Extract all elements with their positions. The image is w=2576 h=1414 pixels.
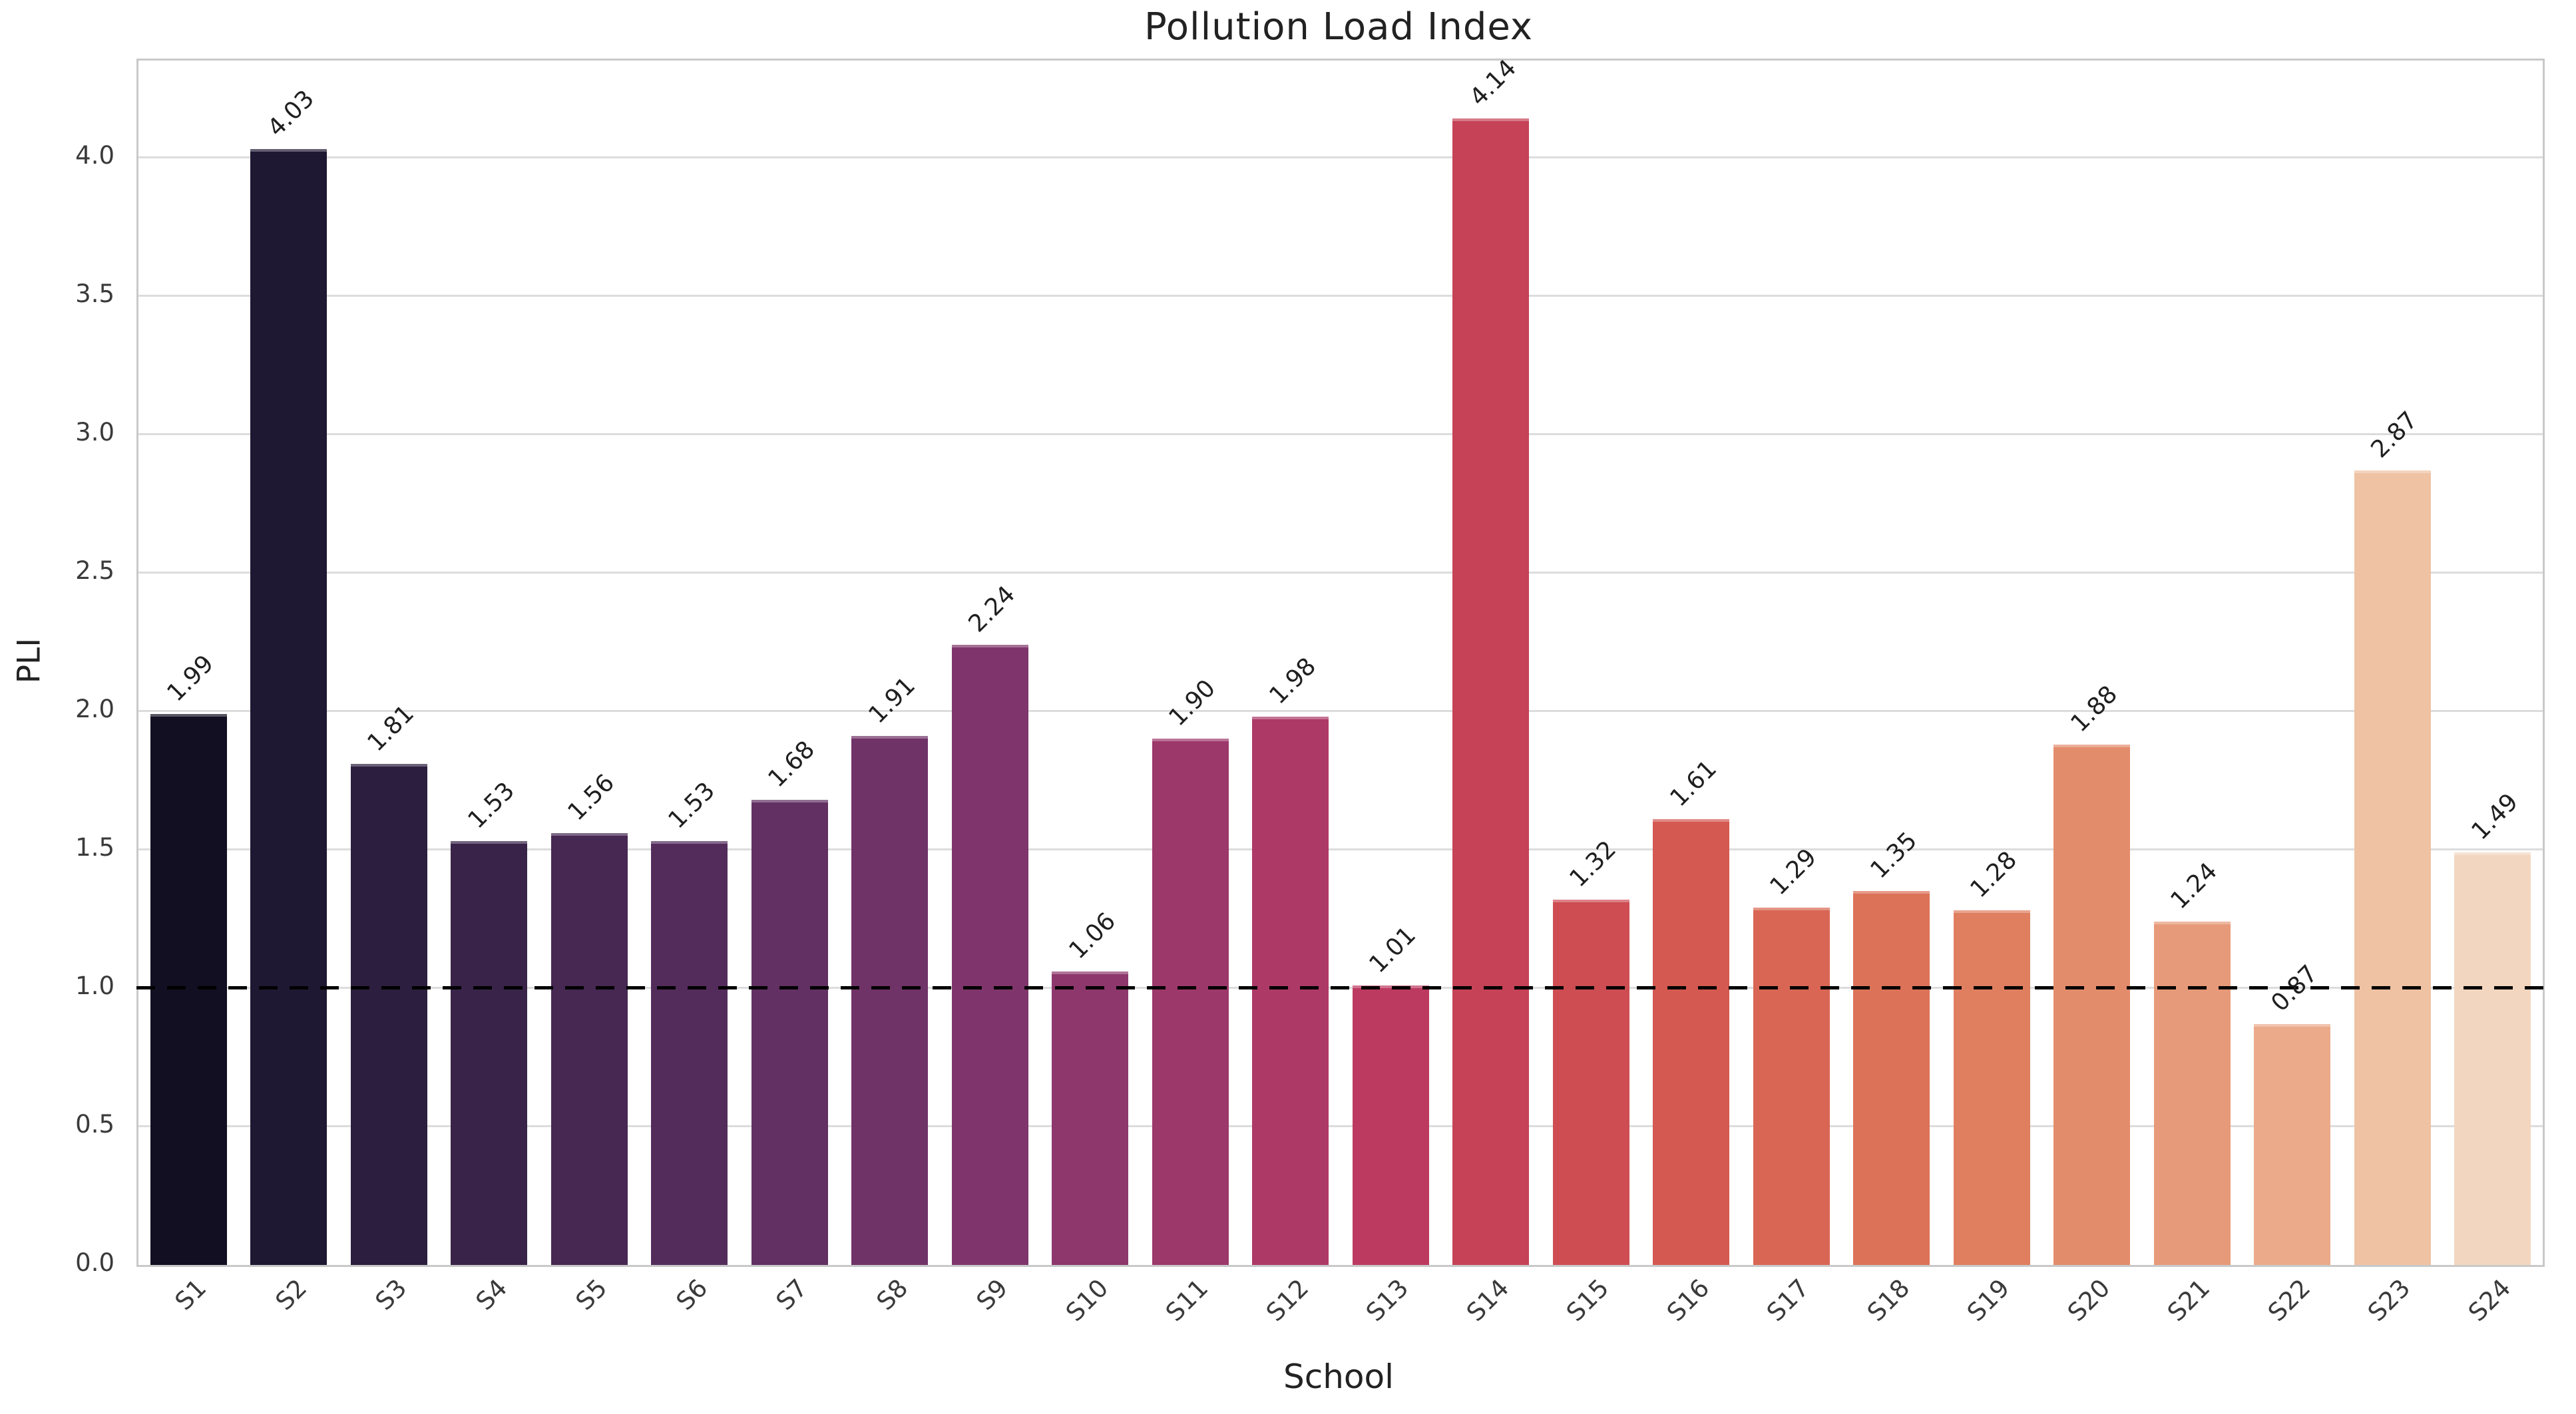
x-tick-label: S22 (2262, 1273, 2316, 1327)
plot-area: 1.99 4.03 1.81 1.53 1.56 1.53 1.68 1.91 2.24 1.06… (136, 55, 2545, 1267)
bar-value-label: 1.28 (1965, 846, 2023, 904)
gridline (138, 1125, 2543, 1127)
bar-s20 (2053, 744, 2131, 1265)
bar-value-label: 1.29 (1765, 843, 1823, 901)
y-tick-label: 3.0 (75, 417, 114, 446)
gridline (138, 709, 2543, 712)
bar-s8 (851, 736, 929, 1265)
bar-s10 (1052, 971, 1129, 1265)
x-tick-label: S2 (270, 1273, 313, 1316)
bar-s11 (1152, 739, 1229, 1265)
bar-value-label: 1.49 (2466, 788, 2523, 846)
x-tick-label: S6 (670, 1273, 714, 1316)
y-tick-label: 0.5 (75, 1109, 114, 1139)
x-tick-label: S21 (2162, 1273, 2216, 1327)
bar-s9 (951, 644, 1028, 1265)
bar-s3 (350, 763, 427, 1265)
bar-value-label: 1.98 (1264, 652, 1321, 710)
y-tick-label: 0.0 (75, 1248, 114, 1277)
x-tick-label: S8 (871, 1273, 914, 1316)
reference-line (136, 985, 2545, 989)
bar-value-label: 4.03 (262, 85, 320, 142)
x-tick-label: S9 (970, 1273, 1014, 1316)
bar-value-label: 1.53 (463, 777, 520, 834)
x-tick-label: S7 (770, 1273, 813, 1316)
chart-title: Pollution Load Index (1144, 5, 1534, 49)
y-tick-label: 1.0 (75, 971, 114, 1000)
bar-s6 (651, 841, 728, 1265)
bar-s22 (2254, 1024, 2331, 1265)
bar-value-label: 2.87 (2366, 406, 2424, 464)
bar-s5 (550, 832, 628, 1265)
gridline (138, 571, 2543, 574)
bar-s23 (2354, 470, 2431, 1265)
gridline (138, 848, 2543, 850)
bar-value-label: 1.68 (763, 735, 821, 793)
bar-value-label: 2.24 (963, 580, 1021, 638)
bar-s12 (1252, 717, 1329, 1265)
x-tick-label: S20 (2061, 1273, 2116, 1327)
bar-s4 (451, 841, 528, 1265)
x-tick-label: S1 (169, 1273, 212, 1316)
x-tick-label: S12 (1260, 1273, 1315, 1327)
y-tick-label: 2.5 (75, 556, 114, 585)
bar-s15 (1552, 899, 1629, 1265)
y-tick-label: 2.0 (75, 694, 114, 723)
gridline (138, 433, 2543, 435)
gridline (138, 294, 2543, 297)
x-tick-label: S4 (470, 1273, 513, 1316)
x-tick-label: S3 (369, 1273, 413, 1316)
bar-s18 (1853, 891, 1930, 1265)
bar-value-label: 1.35 (1865, 827, 1922, 884)
x-tick-label: S16 (1661, 1273, 1715, 1327)
gridline (138, 156, 2543, 158)
bar-value-label: 1.53 (663, 777, 720, 834)
bar-value-label: 1.56 (562, 769, 620, 826)
y-tick-label: 1.5 (75, 832, 114, 862)
x-tick-label: S10 (1060, 1273, 1114, 1327)
bar-s7 (751, 799, 828, 1265)
x-tick-label: S18 (1861, 1273, 1916, 1327)
x-tick-label: S5 (570, 1273, 613, 1316)
y-tick-label: 4.0 (75, 140, 114, 170)
bar-s13 (1352, 985, 1429, 1265)
bar-s24 (2454, 852, 2531, 1265)
x-tick-label: S15 (1561, 1273, 1615, 1327)
bar-s2 (250, 149, 327, 1265)
x-tick-label: S17 (1761, 1273, 1815, 1327)
x-tick-label: S19 (1962, 1273, 2016, 1327)
bar-value-label: 1.06 (1064, 907, 1121, 965)
bar-s16 (1653, 819, 1730, 1265)
x-tick-label: S23 (2362, 1273, 2416, 1327)
bar-value-label: 1.61 (1665, 755, 1722, 812)
bar-value-label: 1.32 (1564, 835, 1622, 893)
bar-value-label: 1.90 (1164, 675, 1221, 732)
bar-s17 (1753, 908, 1830, 1265)
bar-value-label: 1.88 (2065, 680, 2123, 738)
bar-s1 (150, 713, 227, 1265)
bar-value-label: 4.14 (1464, 55, 1522, 112)
bar-s14 (1452, 118, 1530, 1265)
x-tick-label: S14 (1460, 1273, 1515, 1327)
x-tick-label: S13 (1361, 1273, 1414, 1327)
x-tick-label: S24 (2462, 1273, 2517, 1327)
bar-value-label: 1.24 (2165, 857, 2223, 915)
x-axis-label: School (1283, 1357, 1394, 1396)
bar-value-label: 1.01 (1364, 921, 1422, 979)
bar-s21 (2153, 922, 2231, 1265)
bar-s19 (1953, 910, 2030, 1265)
bar-value-label: 1.91 (863, 672, 921, 729)
bar-value-label: 1.99 (162, 649, 220, 707)
x-tick-label: S11 (1160, 1273, 1214, 1327)
y-axis-label: PLI (11, 637, 48, 684)
y-tick-label: 3.5 (75, 279, 114, 308)
